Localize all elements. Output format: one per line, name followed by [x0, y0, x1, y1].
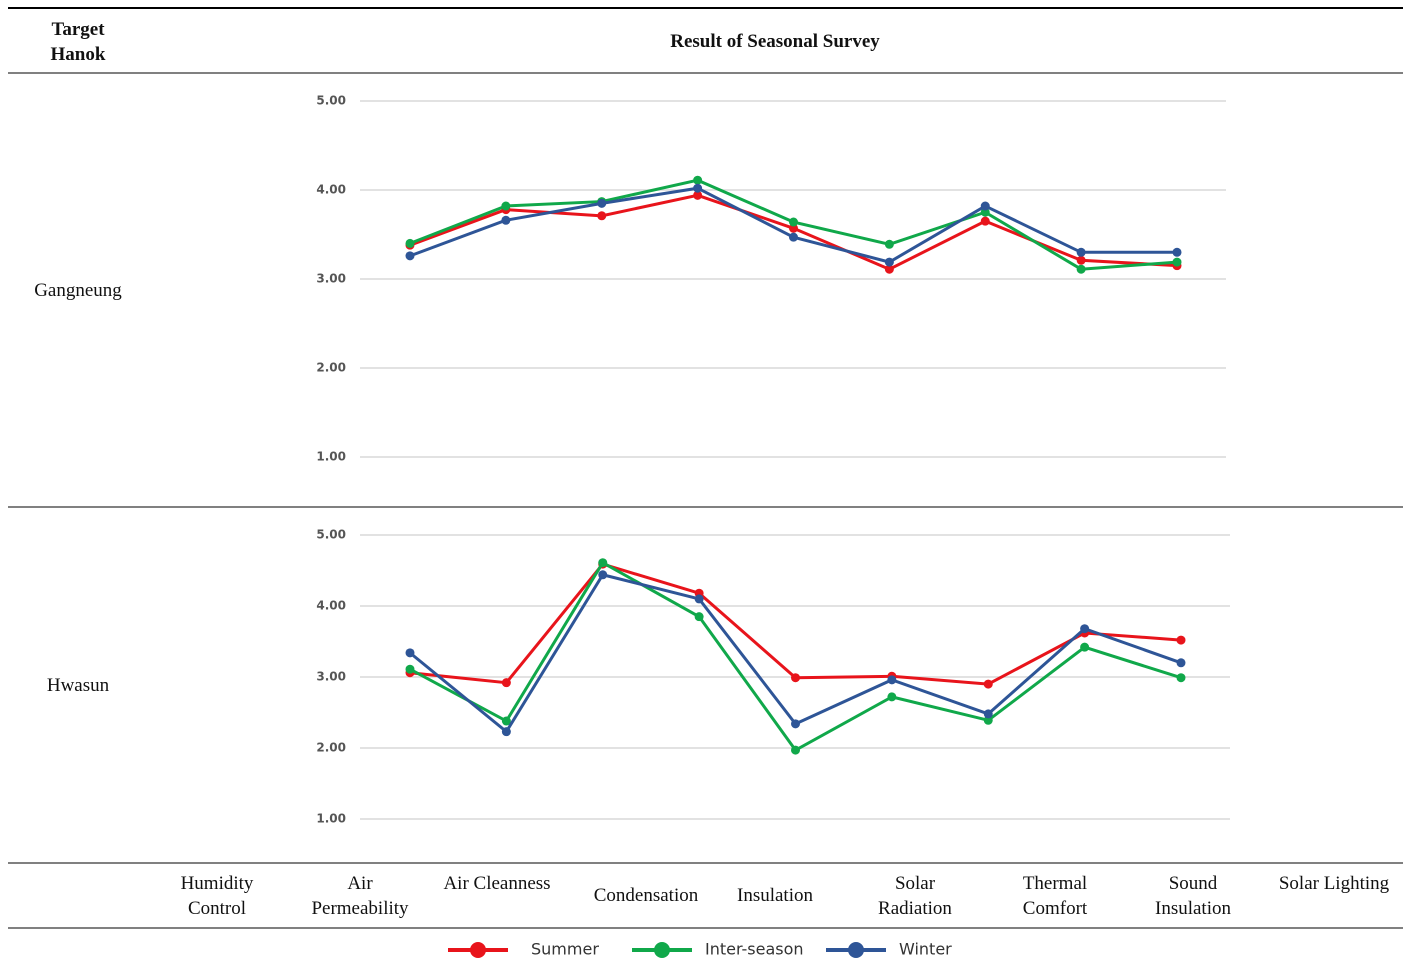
legend-marker	[848, 942, 864, 958]
y-tick-label: 4.00	[316, 183, 346, 197]
point	[693, 183, 703, 193]
point	[980, 201, 990, 211]
y-tick-label: 5.00	[316, 528, 346, 542]
series-line	[409, 573, 1182, 734]
y-tick-label: 3.00	[316, 670, 346, 684]
point	[887, 675, 897, 685]
point	[789, 217, 798, 227]
category-label: Thermal Comfort	[1022, 873, 1088, 919]
point	[405, 664, 415, 674]
point	[405, 648, 415, 658]
y-tick-label: 5.00	[316, 94, 346, 108]
y-tick-label: 1.00	[316, 812, 346, 826]
y-tick-label: 2.00	[316, 741, 346, 755]
legend-marker	[470, 942, 486, 958]
point	[1080, 624, 1090, 634]
point	[598, 570, 608, 580]
point	[597, 211, 607, 221]
point	[983, 709, 993, 719]
category-label: Solar Lighting	[1278, 873, 1390, 894]
point	[884, 264, 894, 274]
point	[791, 673, 800, 683]
point	[789, 223, 798, 233]
point	[791, 745, 800, 755]
point	[501, 678, 511, 688]
point	[694, 594, 704, 604]
point	[791, 719, 800, 729]
point	[405, 238, 415, 248]
category-label: Humidity Control	[180, 873, 254, 919]
point	[501, 215, 511, 225]
row-label: Gangneung	[34, 280, 122, 301]
category-label: Air Permeability	[311, 873, 409, 919]
point	[1172, 247, 1182, 257]
point	[501, 201, 511, 211]
series-line	[409, 562, 1182, 686]
legend-label: Inter-season	[705, 940, 804, 959]
point	[694, 612, 704, 622]
category-label: Insulation	[737, 885, 813, 906]
legend-marker	[654, 942, 670, 958]
category-label: Air Cleanness	[443, 873, 551, 894]
point	[983, 715, 993, 725]
point	[693, 175, 703, 185]
category-label: Sound Insulation	[1155, 873, 1231, 919]
legend-label: Winter	[899, 940, 952, 959]
point	[1176, 673, 1186, 683]
point	[1172, 257, 1182, 267]
point	[980, 207, 990, 217]
point	[597, 198, 607, 208]
header-right: Result of Seasonal Survey	[670, 31, 880, 52]
y-tick-label: 1.00	[316, 450, 346, 464]
row-label: Hwasun	[46, 675, 110, 696]
point	[405, 251, 415, 261]
y-tick-label: 3.00	[316, 272, 346, 286]
point	[884, 257, 894, 267]
point	[1076, 255, 1086, 265]
point	[693, 190, 703, 200]
point	[1176, 635, 1186, 645]
point	[887, 692, 897, 702]
y-tick-label: 2.00	[316, 361, 346, 375]
y-tick-label: 4.00	[316, 599, 346, 613]
header-left: Target Hanok	[50, 19, 106, 65]
legend-label: Summer	[531, 940, 599, 959]
point	[884, 239, 894, 249]
category-label: Condensation	[593, 885, 699, 906]
point	[980, 216, 990, 226]
point	[598, 558, 608, 568]
point	[1076, 247, 1086, 257]
point	[789, 232, 798, 242]
point	[501, 727, 511, 737]
category-label: Solar Radiation	[878, 873, 952, 919]
point	[1080, 642, 1090, 652]
point	[1176, 658, 1186, 668]
point	[1076, 264, 1086, 274]
point	[983, 679, 993, 689]
point	[501, 716, 511, 726]
